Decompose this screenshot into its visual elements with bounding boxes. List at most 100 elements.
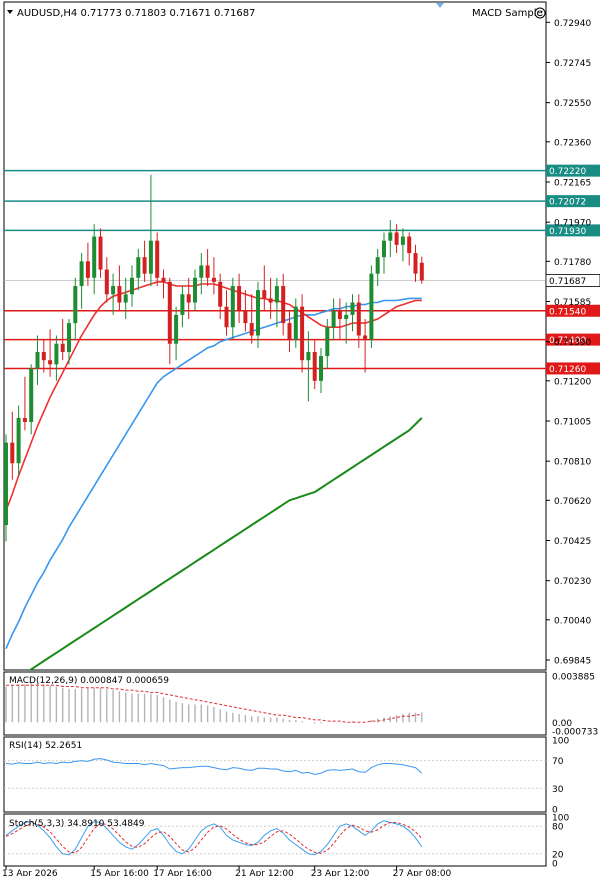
level-price-tag xyxy=(546,195,600,208)
candle-body xyxy=(237,286,242,311)
candle-body xyxy=(224,306,229,328)
dropdown-triangle-icon[interactable] xyxy=(7,10,13,14)
y-tick-label: 0.71200 xyxy=(554,377,591,387)
candle-body xyxy=(73,286,78,324)
symbol-ohlc-line: AUDUSD,H4 0.71773 0.71803 0.71671 0.7168… xyxy=(17,8,255,19)
stoch-signal-line xyxy=(5,822,423,854)
level-price-label: 0.72072 xyxy=(549,198,586,208)
pane-border-macd xyxy=(3,671,547,736)
x-tick-label: 27 Apr 08:00 xyxy=(393,869,452,876)
candle-body xyxy=(142,257,147,274)
y-tick-label: 0.71585 xyxy=(554,298,591,308)
rsi-y-label: 30 xyxy=(552,785,564,795)
stoch-y-label: 20 xyxy=(552,850,564,860)
level-price-label: 0.71540 xyxy=(549,307,586,317)
level-price-tag xyxy=(546,362,600,375)
candle-body xyxy=(262,290,267,299)
y-tick-label: 0.70810 xyxy=(554,458,591,468)
level-price-label: 0.71260 xyxy=(549,365,586,375)
rsi-title: RSI(14) 52.2651 xyxy=(9,741,82,751)
candlesticks xyxy=(4,174,424,542)
macd-pane: 0.003885 0.00-0.000733 xyxy=(5,673,598,738)
candle-body xyxy=(274,286,279,303)
level-price-label: 0.71400 xyxy=(549,336,586,346)
time-axis: 13 Apr 2026 15 Apr 16:00 17 Apr 16:00 21 Ap… xyxy=(2,866,452,879)
level-price-tag xyxy=(546,304,600,317)
rsi-line xyxy=(5,758,423,776)
rsi-pane: 100 70 30 0 xyxy=(4,737,569,816)
candle-body xyxy=(4,442,8,526)
scroll-marker-icon[interactable] xyxy=(436,3,444,8)
current-price-label: 0.71687 xyxy=(549,277,586,287)
macd-title: MACD(12,26,9) 0.000847 0.000659 xyxy=(9,676,169,686)
candle-body xyxy=(41,351,46,361)
macd-y-label: 0.00 xyxy=(552,719,572,729)
stoch-y-label: 80 xyxy=(552,823,564,833)
candle-body xyxy=(382,240,386,258)
candle-body xyxy=(180,294,185,315)
x-tick-label: 13 Apr 2026 xyxy=(2,869,58,876)
candle-body xyxy=(85,261,90,278)
candle-body xyxy=(29,368,34,423)
candle-body xyxy=(350,302,355,315)
candle-body xyxy=(98,236,103,270)
candle-body xyxy=(123,294,128,303)
y-tick-label: 0.70040 xyxy=(554,616,591,626)
price-axis: 0.72940 0.72745 0.72550 0.72360 0.72165 0.719… xyxy=(546,19,591,667)
x-tick-label: 17 Apr 16:00 xyxy=(153,869,212,876)
candle-body xyxy=(375,257,380,274)
chart-header: AUDUSD,H4 0.71773 0.71803 0.71671 0.7168… xyxy=(7,3,546,19)
stoch-y-label: 100 xyxy=(552,814,569,824)
smiley-face-icon[interactable] xyxy=(534,7,546,19)
y-tick-label: 0.72940 xyxy=(554,19,591,29)
level-price-tag xyxy=(546,224,600,237)
x-tick-label: 15 Apr 16:00 xyxy=(90,869,149,876)
candle-body xyxy=(16,417,21,464)
y-tick-label: 0.70230 xyxy=(554,577,591,587)
y-tick-label: 0.71390 xyxy=(554,338,591,348)
candle-body xyxy=(268,298,273,303)
candle-body xyxy=(287,323,292,340)
level-price-tag xyxy=(546,333,600,346)
candle-body xyxy=(60,343,65,352)
candle-body xyxy=(369,273,374,340)
y-tick-label: 0.72165 xyxy=(554,178,591,188)
pane-border-rsi xyxy=(3,736,547,813)
candle-body xyxy=(167,281,172,344)
stoch-title: Stoch(5,3,3) 34.8910 53.4849 xyxy=(9,819,145,829)
x-tick-label: 21 Apr 12:00 xyxy=(235,869,294,876)
ma-slow-line xyxy=(28,417,423,670)
y-tick-label: 0.70620 xyxy=(554,497,591,507)
candle-body xyxy=(35,351,40,369)
macd-y-label: -0.000733 xyxy=(552,728,598,738)
candle-body xyxy=(407,236,412,254)
candle-body xyxy=(10,442,15,464)
candle-body xyxy=(300,306,305,361)
candle-body xyxy=(306,351,311,361)
y-tick-label: 0.71005 xyxy=(554,417,591,427)
candle-body xyxy=(331,310,336,328)
candle-body xyxy=(136,257,141,278)
candle-body xyxy=(104,269,109,295)
candle-body xyxy=(218,281,223,307)
y-tick-label: 0.72745 xyxy=(554,59,591,69)
candle-body xyxy=(293,306,298,340)
current-price-tag xyxy=(545,274,600,287)
macd-y-label: 0.003885 xyxy=(552,673,595,683)
candle-body xyxy=(400,236,405,245)
x-tick-label: 23 Apr 12:00 xyxy=(311,869,370,876)
candle-body xyxy=(67,323,71,352)
candle-body xyxy=(243,310,248,324)
price-levels[interactable]: 0.72220 0.72072 0.71930 0.71540 0.71400 0.712… xyxy=(4,164,600,375)
candle-body xyxy=(48,360,53,365)
candle-body xyxy=(54,343,59,365)
candle-body xyxy=(199,265,204,278)
y-tick-label: 0.72360 xyxy=(554,138,591,148)
rsi-y-label: 70 xyxy=(552,757,564,767)
candle-body xyxy=(325,327,330,357)
y-tick-label: 0.71970 xyxy=(554,219,591,229)
